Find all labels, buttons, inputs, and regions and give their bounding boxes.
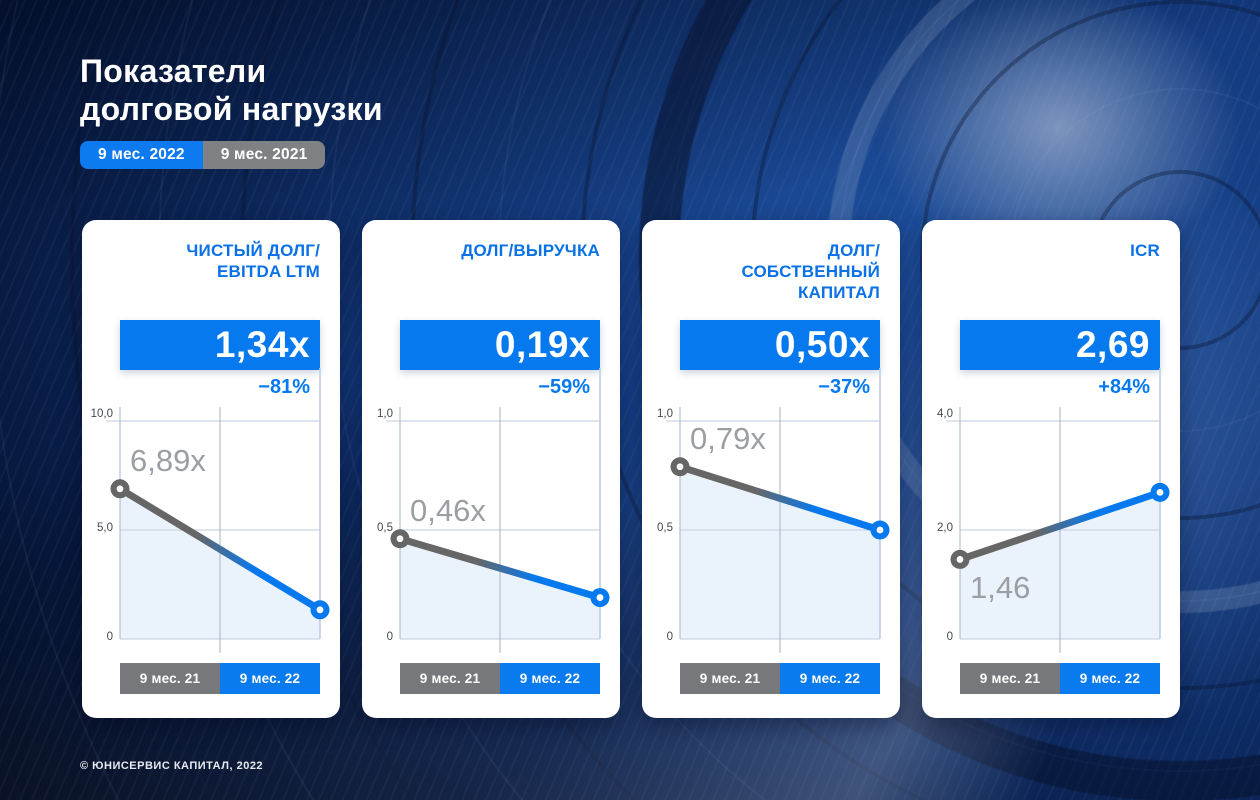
x-label-2022: 9 мес. 22 (500, 663, 600, 694)
y-tick-label: 1,0 (657, 408, 673, 420)
y-tick-label: 0,5 (657, 522, 673, 534)
y-tick-label: 0 (946, 631, 953, 643)
change-badge: +84% (1098, 376, 1150, 398)
card-net-debt-ebitda: ЧИСТЫЙ ДОЛГ/EBITDA LTM 1,34x −81% 10,0 5… (82, 220, 340, 718)
x-label-2021: 9 мес. 21 (400, 663, 500, 694)
card-title: ICR (1130, 241, 1160, 260)
change-badge: −81% (258, 376, 310, 398)
x-axis-bars: 9 мес. 21 9 мес. 22 (960, 663, 1160, 694)
page-title-line2: долговой нагрузки (80, 91, 383, 127)
data-point-label: 0,79x (690, 420, 766, 456)
headline-value: 2,69 (1075, 324, 1150, 365)
headline-value: 0,50x (774, 324, 870, 365)
legend: 9 мес. 2022 9 мес. 2021 (80, 141, 326, 169)
headline-banner: 0,50x (680, 320, 880, 370)
y-tick-label: 0,5 (377, 522, 393, 534)
change-badge: −37% (818, 376, 870, 398)
legend-item-2021: 9 мес. 2021 (202, 141, 326, 169)
header: Показатели долговой нагрузки (80, 52, 383, 128)
x-label-2022: 9 мес. 22 (1060, 663, 1160, 694)
data-point-label: 1,46 (970, 570, 1031, 606)
headline-banner: 2,69 (960, 320, 1160, 370)
headline-banner: 0,19x (400, 320, 600, 370)
card-icr: ICR 2,69 +84% 4,0 2,0 0 1,46 9 мес. 21 9… (922, 220, 1180, 718)
page-title: Показатели долговой нагрузки (80, 52, 383, 128)
y-tick-label: 0 (386, 631, 393, 643)
card-debt-equity: ДОЛГ/СОБСТВЕННЫЙ КАПИТАЛ 0,50x −37% 1,0 0… (642, 220, 900, 718)
x-label-2021: 9 мес. 21 (120, 663, 220, 694)
x-axis-bars: 9 мес. 21 9 мес. 22 (680, 663, 880, 694)
legend-item-2022: 9 мес. 2022 (80, 141, 203, 169)
x-label-2022: 9 мес. 22 (780, 663, 880, 694)
headline-value: 0,19x (494, 324, 590, 365)
card-title: ДОЛГ/ВЫРУЧКА (461, 241, 600, 260)
headline-value: 1,34x (214, 324, 310, 365)
x-axis-bars: 9 мес. 21 9 мес. 22 (400, 663, 600, 694)
card-title: ДОЛГ/СОБСТВЕННЫЙ КАПИТАЛ (741, 241, 880, 302)
line-chart (666, 368, 890, 653)
card-debt-revenue: ДОЛГ/ВЫРУЧКА 0,19x −59% 1,0 0,5 0 0,46x … (362, 220, 620, 718)
y-tick-label: 0 (666, 631, 673, 643)
y-tick-label: 5,0 (97, 522, 113, 534)
x-label-2021: 9 мес. 21 (960, 663, 1060, 694)
y-tick-label: 4,0 (937, 408, 953, 420)
copyright-note: © ЮНИСЕРВИС КАПИТАЛ, 2022 (80, 760, 264, 772)
line-chart (106, 368, 330, 653)
page-title-line1: Показатели (80, 53, 267, 89)
line-chart (946, 368, 1170, 653)
x-label-2022: 9 мес. 22 (220, 663, 320, 694)
x-axis-bars: 9 мес. 21 9 мес. 22 (120, 663, 320, 694)
data-point-label: 0,46x (410, 492, 486, 528)
headline-banner: 1,34x (120, 320, 320, 370)
card-title: ЧИСТЫЙ ДОЛГ/EBITDA LTM (186, 241, 320, 281)
y-tick-label: 1,0 (377, 408, 393, 420)
cards-row: ЧИСТЫЙ ДОЛГ/EBITDA LTM 1,34x −81% 10,0 5… (82, 220, 1180, 718)
y-tick-label: 2,0 (937, 522, 953, 534)
y-tick-label: 0 (106, 631, 113, 643)
y-tick-label: 10,0 (90, 408, 113, 420)
x-label-2021: 9 мес. 21 (680, 663, 780, 694)
change-badge: −59% (538, 376, 590, 398)
data-point-label: 6,89x (130, 442, 206, 478)
